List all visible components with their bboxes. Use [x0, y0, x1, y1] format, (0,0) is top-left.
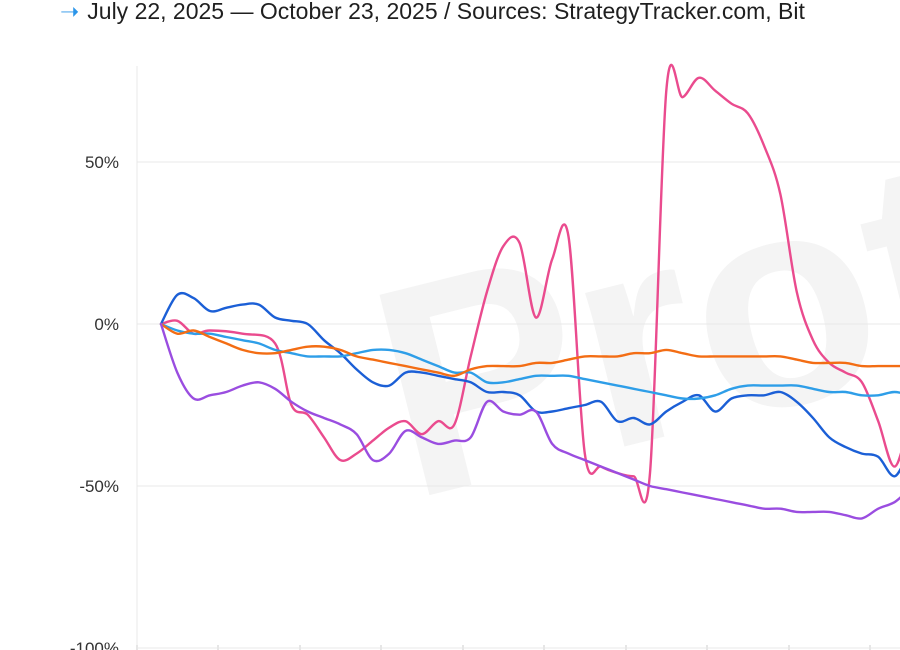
series-lines: [159, 63, 900, 520]
series-line-4: [159, 322, 900, 378]
y-axis-ticks: 50% 0% -50% -100%: [70, 153, 119, 650]
series-line-5: [159, 322, 900, 520]
y-tick-label: 50%: [85, 153, 119, 172]
series-line-3: [159, 322, 900, 401]
series-line-1: [159, 63, 900, 504]
arrow-right-icon: ➝: [60, 0, 80, 24]
y-tick-label: 0%: [94, 315, 119, 334]
series-line-2: [159, 291, 900, 478]
watermark: Proto: [344, 47, 900, 563]
y-tick-label: -100%: [70, 639, 119, 650]
chart-subtitle: ➝ July 22, 2025 — October 23, 2025 / Sour…: [60, 0, 900, 28]
gridlines: [136, 66, 900, 650]
y-tick-label: -50%: [79, 477, 119, 496]
subtitle-text: July 22, 2025 — October 23, 2025 / Sourc…: [87, 0, 805, 24]
